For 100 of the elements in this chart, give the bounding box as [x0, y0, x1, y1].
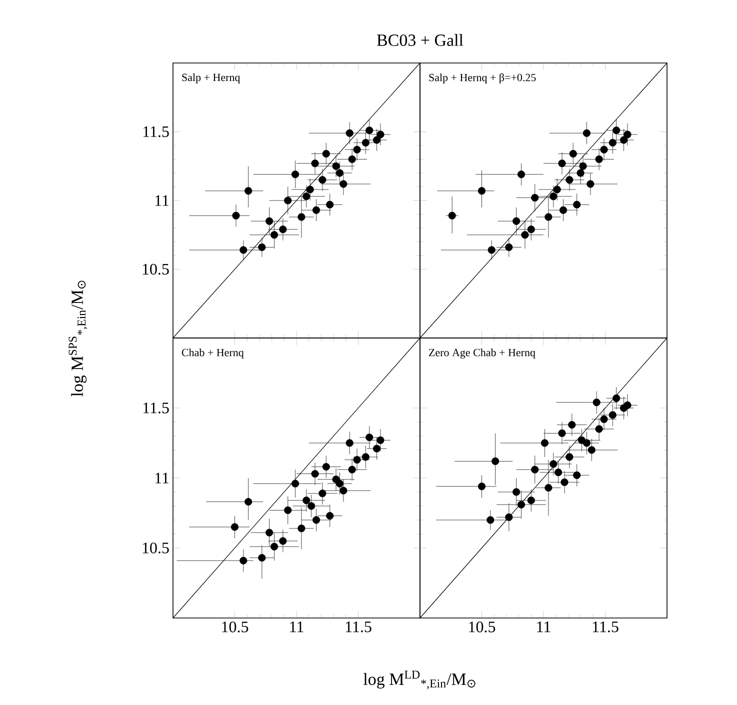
point	[240, 556, 248, 564]
point	[312, 206, 320, 214]
point	[531, 194, 539, 202]
y-tick-label: 10.5	[142, 542, 169, 554]
point	[232, 212, 240, 220]
point	[266, 528, 274, 536]
text: Zero Age Chab + Hernq	[429, 348, 536, 359]
point	[258, 243, 266, 252]
point	[517, 500, 526, 508]
point	[322, 463, 330, 471]
point	[600, 146, 608, 154]
point	[346, 129, 354, 137]
y-tick-label: 11.5	[143, 126, 169, 138]
point	[582, 439, 591, 447]
point	[573, 200, 581, 208]
text: Salp + Hernq	[182, 73, 240, 84]
point	[573, 471, 581, 479]
point	[512, 217, 520, 225]
point	[558, 429, 566, 437]
point	[624, 401, 632, 409]
point	[326, 512, 334, 520]
point	[279, 226, 287, 234]
point	[527, 496, 535, 504]
point	[291, 170, 300, 178]
point	[553, 186, 561, 194]
point	[576, 169, 584, 177]
point	[230, 523, 239, 531]
point	[566, 453, 574, 461]
point	[298, 213, 306, 221]
point	[279, 537, 287, 545]
text: Salp + Hernq + β=+0.25	[429, 73, 536, 84]
point	[521, 231, 529, 239]
point	[566, 176, 574, 184]
x-tick-label: 10.5	[469, 622, 496, 632]
point	[240, 246, 248, 254]
point	[362, 138, 370, 147]
point	[554, 468, 562, 476]
y-tick-label: 10.5	[142, 264, 169, 275]
point	[608, 138, 616, 147]
point	[353, 146, 361, 154]
point	[588, 446, 596, 454]
point	[582, 129, 591, 137]
point	[284, 506, 292, 514]
point	[540, 439, 549, 447]
y-tick-label: 11	[155, 195, 169, 206]
text: Chab + Hernq	[182, 348, 244, 358]
x-tick-label: 11.5	[592, 622, 618, 632]
point	[244, 187, 252, 195]
y-tick-label: 11	[155, 472, 169, 484]
point	[579, 162, 587, 170]
point	[448, 212, 456, 220]
point	[544, 213, 552, 221]
point	[318, 176, 326, 184]
point	[336, 480, 344, 488]
point	[306, 186, 314, 194]
point	[550, 460, 558, 468]
point	[353, 456, 361, 464]
y-tick-label: 11.5	[143, 402, 169, 414]
point	[478, 187, 486, 195]
point	[362, 453, 370, 461]
point	[312, 516, 320, 524]
point	[326, 200, 334, 208]
point	[298, 524, 306, 532]
point	[612, 394, 620, 402]
point	[544, 484, 552, 492]
point	[244, 498, 252, 506]
point	[291, 480, 300, 488]
x-tick-label: 11	[537, 622, 550, 632]
point	[558, 160, 566, 168]
point	[569, 150, 577, 158]
point	[595, 155, 603, 164]
point	[376, 436, 384, 444]
point	[270, 231, 278, 239]
point	[595, 425, 603, 433]
y-axis-title: log M$^{SPS}$$_{*,Ein}$/M$_{⊙}$	[68, 280, 88, 397]
point	[560, 478, 568, 486]
point	[366, 126, 374, 134]
point	[527, 226, 535, 234]
point	[322, 150, 330, 158]
point	[488, 246, 496, 254]
point	[517, 170, 526, 178]
point	[486, 516, 494, 524]
point	[586, 180, 594, 188]
point	[366, 434, 374, 442]
point	[311, 160, 319, 168]
point	[266, 217, 274, 225]
x-axis-title: log M$^{LD}$$_{*,Ein}$/M$_{⊙}$	[363, 670, 476, 690]
point	[318, 490, 326, 498]
point	[608, 411, 616, 419]
point	[505, 513, 513, 521]
x-tick-label: 10.5	[222, 622, 248, 632]
point	[512, 488, 520, 496]
point	[311, 470, 319, 478]
point	[492, 457, 500, 465]
point	[258, 554, 266, 562]
point	[478, 482, 486, 490]
point	[600, 415, 608, 423]
point	[302, 192, 310, 200]
point	[270, 542, 278, 550]
chart-title: BC03 + Gall	[376, 34, 464, 46]
